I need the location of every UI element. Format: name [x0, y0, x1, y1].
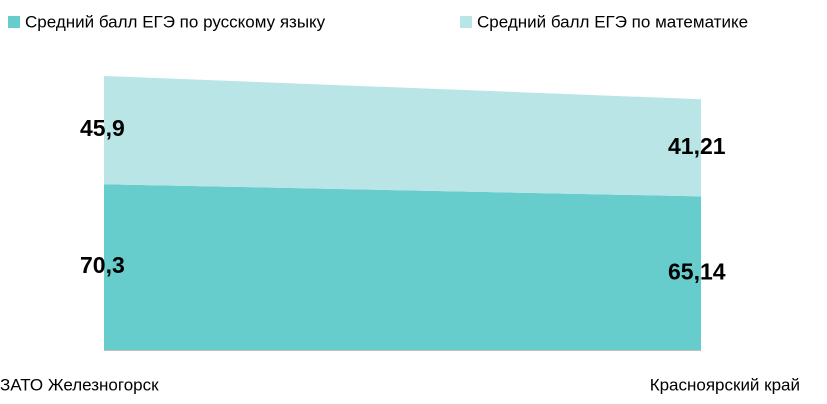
area — [104, 76, 701, 197]
legend-swatch — [8, 16, 20, 28]
area — [104, 184, 701, 350]
data-label: 70,3 — [80, 252, 125, 278]
x-tick-label: ЗАТО Железногорск — [0, 375, 159, 394]
legend-label: Средний балл ЕГЭ по математике — [477, 12, 748, 31]
data-label: 41,21 — [668, 133, 726, 159]
legend-label: Средний балл ЕГЭ по русскому языку — [25, 12, 326, 31]
data-label: 65,14 — [668, 258, 726, 284]
legend-swatch — [460, 16, 472, 28]
data-label: 45,9 — [80, 115, 125, 141]
x-tick-label: Красноярский край — [650, 375, 800, 394]
